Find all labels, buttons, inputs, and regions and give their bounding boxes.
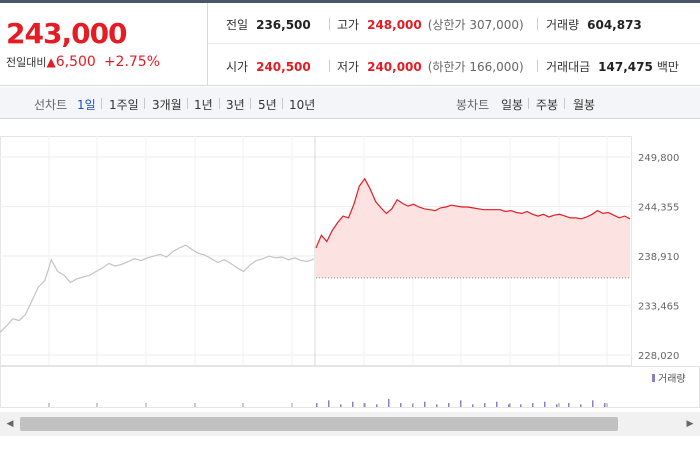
volume-bar bbox=[592, 400, 594, 407]
volume-legend-label: 거래량 bbox=[658, 373, 686, 385]
tab-1year[interactable]: 1년 bbox=[194, 98, 213, 112]
tab-divider bbox=[564, 98, 565, 109]
price-chart[interactable]: 249,800 244,355 238,910 233,465 228,020 거래량 bbox=[0, 120, 700, 410]
change-percent: +2.75% bbox=[103, 54, 161, 70]
open-value: 240,500 bbox=[256, 60, 311, 74]
volume-bar bbox=[424, 401, 426, 407]
tab-10years[interactable]: 10년 bbox=[289, 98, 316, 112]
volume-bar bbox=[568, 403, 570, 407]
volume-bar bbox=[556, 404, 558, 407]
high-stat: 고가 248,000 (상한가 307,000) bbox=[337, 16, 524, 33]
lower-limit: (하한가 166,000) bbox=[427, 60, 524, 74]
high-label: 고가 bbox=[337, 18, 360, 32]
plot-frame bbox=[0, 136, 632, 366]
divider bbox=[329, 18, 330, 30]
amount-value: 147,475 bbox=[598, 60, 653, 74]
low-stat: 저가 240,000 (하한가 166,000) bbox=[337, 58, 524, 75]
tab-3years[interactable]: 3년 bbox=[226, 98, 245, 112]
scroll-thumb[interactable] bbox=[20, 417, 618, 431]
stats-row-2: 시가 240,500 저가 240,000 (하한가 166,000) 거래대금 147… bbox=[208, 45, 700, 86]
change-value: 6,500 bbox=[55, 54, 96, 70]
tab-3months[interactable]: 3개월 bbox=[152, 98, 182, 112]
volume-bar bbox=[364, 403, 366, 407]
volume-bar bbox=[316, 403, 318, 407]
volume-bar bbox=[436, 404, 438, 407]
prev-close-value: 236,500 bbox=[256, 18, 311, 32]
stats-row-1: 전일 236,500 고가 248,000 (상한가 307,000) 거래량 604,… bbox=[208, 3, 700, 44]
tab-divider bbox=[101, 98, 102, 109]
tab-divider bbox=[250, 98, 251, 109]
volume-bar bbox=[484, 403, 486, 407]
quote-header: 243,000 전일대비▲6,500 +2.75% 전일 236,500 고가 248… bbox=[0, 3, 700, 86]
low-value: 240,000 bbox=[367, 60, 422, 74]
volume-frame bbox=[0, 366, 700, 408]
today-line bbox=[315, 177, 631, 249]
chart-tab-bar: 선차트 1일 1주일 3개월 1년 3년 5년 10년 봉차트 일봉 주봉 월봉 bbox=[0, 87, 700, 119]
tab-1week[interactable]: 1주일 bbox=[109, 98, 139, 112]
low-label: 저가 bbox=[337, 60, 360, 74]
volume-bar bbox=[544, 401, 546, 407]
top-accent-line bbox=[0, 0, 700, 3]
volume-bar bbox=[604, 403, 606, 407]
scroll-left-arrow-icon[interactable]: ◀ bbox=[6, 419, 14, 429]
prev-day-line bbox=[0, 244, 315, 333]
tab-1day[interactable]: 1일 bbox=[77, 98, 96, 112]
tab-divider bbox=[219, 98, 220, 109]
amount-unit: 백만 bbox=[656, 60, 679, 74]
line-chart-label: 선차트 bbox=[34, 98, 68, 112]
y-tick-label: 238,910 bbox=[638, 252, 679, 263]
tab-divider bbox=[144, 98, 145, 109]
divider bbox=[537, 18, 538, 30]
amount-stat: 거래대금 147,475 백만 bbox=[546, 58, 679, 75]
volume-bar bbox=[532, 403, 534, 407]
open-stat: 시가 240,500 bbox=[226, 58, 311, 75]
candle-chart-label: 봉차트 bbox=[456, 98, 490, 112]
volume-bar bbox=[496, 401, 498, 407]
tab-divider bbox=[528, 98, 529, 109]
volume-legend-swatch bbox=[652, 374, 655, 382]
chart-svg: 249,800 244,355 238,910 233,465 228,020 거래량 bbox=[0, 136, 700, 408]
y-tick-label: 244,355 bbox=[638, 203, 679, 214]
y-tick-label: 228,020 bbox=[638, 351, 679, 362]
tab-divider bbox=[187, 98, 188, 109]
tab-5years[interactable]: 5년 bbox=[258, 98, 277, 112]
upper-limit: (상한가 307,000) bbox=[427, 18, 524, 32]
volume-bar bbox=[400, 403, 402, 407]
volume-bar bbox=[340, 404, 342, 407]
volume-bar bbox=[388, 399, 390, 407]
current-price: 243,000 bbox=[6, 17, 128, 50]
divider bbox=[329, 60, 330, 72]
price-block: 243,000 전일대비▲6,500 +2.75% bbox=[0, 3, 208, 86]
high-value: 248,000 bbox=[367, 18, 422, 32]
volume-bar bbox=[508, 404, 510, 407]
amount-label: 거래대금 bbox=[546, 60, 591, 74]
tab-weekly-candle[interactable]: 주봉 bbox=[536, 98, 559, 112]
change-label: 전일대비 bbox=[6, 56, 47, 69]
chart-scrollbar[interactable]: ◀ ▶ bbox=[0, 412, 700, 436]
volume-label: 거래량 bbox=[546, 18, 580, 32]
scroll-right-arrow-icon[interactable]: ▶ bbox=[686, 419, 694, 429]
divider bbox=[537, 60, 538, 72]
y-tick-label: 249,800 bbox=[638, 153, 679, 164]
tab-monthly-candle[interactable]: 월봉 bbox=[573, 98, 596, 112]
tab-divider bbox=[282, 98, 283, 109]
up-arrow-icon: ▲ bbox=[46, 55, 56, 69]
volume-stat: 거래량 604,873 bbox=[546, 16, 642, 33]
today-area bbox=[316, 178, 630, 278]
volume-bar bbox=[520, 404, 522, 407]
volume-bar bbox=[352, 401, 354, 407]
volume-bar bbox=[580, 404, 582, 407]
volume-value: 604,873 bbox=[587, 18, 642, 32]
volume-bar bbox=[376, 404, 378, 407]
volume-bar bbox=[472, 404, 474, 407]
prev-close-stat: 전일 236,500 bbox=[226, 16, 311, 33]
volume-bar bbox=[328, 400, 330, 407]
change-row: 전일대비▲6,500 +2.75% bbox=[6, 54, 160, 70]
open-label: 시가 bbox=[226, 60, 249, 74]
prev-close-label: 전일 bbox=[226, 18, 249, 32]
stats-panel: 전일 236,500 고가 248,000 (상한가 307,000) 거래량 604,… bbox=[208, 3, 700, 86]
tab-daily-candle[interactable]: 일봉 bbox=[501, 98, 524, 112]
volume-bar bbox=[448, 403, 450, 407]
y-tick-label: 233,465 bbox=[638, 302, 679, 313]
